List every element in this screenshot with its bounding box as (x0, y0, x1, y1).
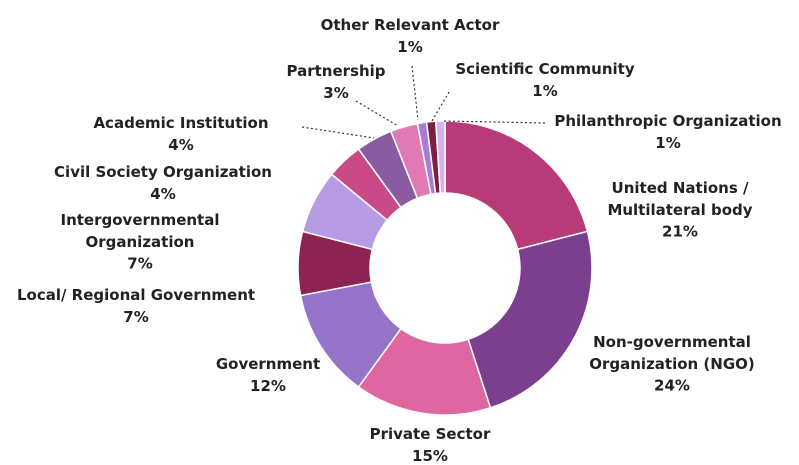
slice-value-label: 1% (397, 38, 422, 56)
slice-value-label: 15% (412, 447, 448, 465)
slice-name-label: Philanthropic Organization (554, 112, 781, 130)
slice-name-label: Partnership (286, 62, 385, 80)
slice-value-label: 3% (323, 84, 348, 102)
data-label: Philanthropic Organization 1% (554, 112, 781, 152)
slice-value-label: 21% (662, 223, 698, 241)
slice-name-label: Non-governmental (593, 333, 751, 351)
slice-name-label: Civil Society Organization (54, 163, 272, 181)
slice-value-label: 7% (127, 255, 152, 273)
slice-name-label: Other Relevant Actor (321, 16, 500, 34)
slice-name-label: United Nations / (612, 179, 749, 197)
data-label: Partnership 3% (286, 62, 385, 102)
slice-philanthropic-organization (434, 120, 446, 194)
slice-value-label: 4% (168, 136, 193, 154)
slice-value-label: 1% (532, 82, 557, 100)
slice-name-label: Local/ Regional Government (17, 286, 255, 304)
slice-name-label: Scientific Community (455, 60, 634, 78)
data-label: Intergovernmental Organization 7% (61, 211, 220, 273)
data-label: Government 12% (216, 355, 320, 395)
slice-value-label: 24% (654, 377, 690, 395)
slice-value-label: 12% (250, 377, 286, 395)
leader-line (441, 120, 546, 124)
slice-non-governmental-organization-ngo (467, 230, 593, 409)
slice-value-label: 7% (123, 308, 148, 326)
data-label: Non-governmental Organization (NGO) 24% (589, 333, 755, 395)
slice-labels: United Nations / Multilateral body 21% Non-… (17, 16, 782, 465)
slice-name-label: Organization (NGO) (589, 355, 755, 373)
leader-line (355, 100, 399, 127)
slice-value-label: 1% (655, 134, 680, 152)
slice-united-nations-multilateral-body (444, 120, 589, 251)
leader-lines (301, 65, 546, 139)
leader-line (301, 126, 375, 139)
leader-line (431, 91, 450, 122)
slice-name-label: Organization (86, 233, 195, 251)
slices (297, 120, 593, 416)
data-label: Local/ Regional Government 7% (17, 286, 255, 326)
slice-name-label: Intergovernmental (61, 211, 220, 229)
slice-name-label: Private Sector (370, 425, 491, 443)
data-label: Scientific Community 1% (455, 60, 634, 100)
data-label: Civil Society Organization 4% (54, 163, 272, 203)
slice-name-label: Government (216, 355, 320, 373)
data-label: Academic Institution 4% (93, 114, 268, 154)
data-label: Private Sector 15% (370, 425, 491, 465)
data-label: Other Relevant Actor 1% (321, 16, 500, 56)
slice-value-label: 4% (150, 185, 175, 203)
leader-line (411, 65, 419, 121)
slice-name-label: Academic Institution (93, 114, 268, 132)
slice-name-label: Multilateral body (607, 201, 752, 219)
data-label: United Nations / Multilateral body 21% (607, 179, 752, 241)
